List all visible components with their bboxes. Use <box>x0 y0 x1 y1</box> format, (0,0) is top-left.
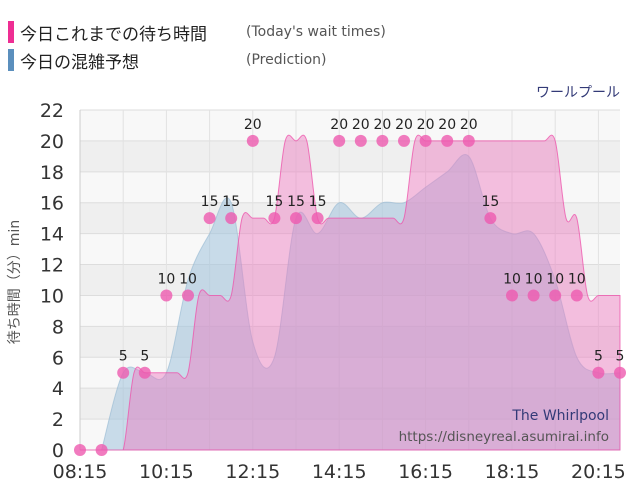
x-tick-label: 14:15 <box>312 461 367 483</box>
data-point <box>203 212 216 225</box>
grid-band <box>80 140 620 172</box>
data-label: 20 <box>417 117 435 133</box>
y-tick-label: 6 <box>52 347 64 369</box>
data-label: 20 <box>373 117 391 133</box>
data-point <box>311 212 324 225</box>
data-point <box>398 134 410 147</box>
x-tick-label: 10:15 <box>139 461 194 483</box>
data-label: 20 <box>352 117 370 133</box>
prediction-area <box>100 154 621 451</box>
y-tick-label: 22 <box>40 100 64 122</box>
data-point <box>117 366 130 379</box>
x-tick-label: 18:15 <box>485 461 540 483</box>
data-label: 15 <box>309 194 327 210</box>
data-point <box>527 289 540 302</box>
data-label: 15 <box>222 194 240 210</box>
legend-swatch-prediction <box>8 49 14 71</box>
data-point <box>549 289 562 302</box>
data-label: 10 <box>503 271 521 287</box>
legend-actual-sub: (Today's wait times) <box>246 24 386 40</box>
x-tick-label: 20:15 <box>571 461 626 483</box>
legend-actual-label: 今日これまでの待ち時間 <box>20 24 207 45</box>
legend-swatch-actual <box>8 21 14 43</box>
data-point <box>246 134 259 147</box>
y-tick-label: 16 <box>40 193 64 215</box>
data-label: 20 <box>244 117 262 133</box>
data-point <box>354 134 367 147</box>
data-point <box>225 212 238 225</box>
legend-prediction-sub: (Prediction) <box>246 52 327 68</box>
data-point <box>160 289 173 302</box>
data-label: 20 <box>330 117 348 133</box>
data-point <box>376 134 389 147</box>
data-label: 20 <box>395 117 413 133</box>
y-tick-label: 18 <box>40 162 64 184</box>
data-point <box>419 134 432 147</box>
data-point <box>592 366 605 379</box>
y-tick-label: 14 <box>40 224 64 246</box>
actual-area <box>79 134 621 451</box>
data-label: 15 <box>201 194 219 210</box>
data-label: 10 <box>525 271 543 287</box>
data-point <box>268 212 281 225</box>
legend-prediction: 今日の混雑予想 (Prediction) <box>8 47 326 73</box>
y-tick-label: 12 <box>40 255 64 277</box>
data-point <box>333 134 346 147</box>
data-label: 5 <box>140 349 149 365</box>
data-point <box>506 289 518 302</box>
watermark-name: The Whirlpool <box>511 408 609 424</box>
data-point <box>95 444 108 456</box>
data-label: 20 <box>438 117 456 133</box>
data-point <box>290 212 302 225</box>
data-label: 5 <box>616 349 625 365</box>
data-label: 20 <box>460 117 478 133</box>
y-tick-label: 4 <box>52 378 64 400</box>
y-tick-label: 8 <box>52 316 64 338</box>
data-point <box>462 134 475 147</box>
chart-title: ワールプール <box>536 85 620 101</box>
data-point <box>570 289 583 302</box>
data-label: 5 <box>119 349 128 365</box>
legend-prediction-label: 今日の混雑予想 <box>20 52 139 73</box>
data-point <box>614 366 626 379</box>
x-tick-label: 08:15 <box>53 461 108 483</box>
data-label: 10 <box>568 271 586 287</box>
data-label: 15 <box>287 194 305 210</box>
grid-band <box>80 110 620 141</box>
data-point <box>74 444 86 456</box>
data-point <box>138 366 151 379</box>
data-label: 5 <box>594 349 603 365</box>
watermark-url: https://disneyreal.asumirai.info <box>399 429 609 445</box>
y-tick-label: 20 <box>40 131 64 153</box>
data-point <box>182 289 194 302</box>
grid-band <box>80 171 620 203</box>
x-tick-label: 16:15 <box>398 461 453 483</box>
data-label: 10 <box>157 271 175 287</box>
y-tick-label: 10 <box>40 285 64 307</box>
data-label: 15 <box>481 194 499 210</box>
data-label: 10 <box>546 271 564 287</box>
data-label: 15 <box>265 194 283 210</box>
y-tick-label: 2 <box>52 409 64 431</box>
y-axis-label: 待ち時間（分）min <box>7 220 23 344</box>
data-label: 10 <box>179 271 197 287</box>
x-tick-label: 12:15 <box>225 461 280 483</box>
data-point <box>441 134 454 147</box>
legend-actual: 今日これまでの待ち時間 (Today's wait times) <box>8 19 386 45</box>
y-tick-label: 0 <box>52 440 64 462</box>
data-point <box>484 212 497 225</box>
